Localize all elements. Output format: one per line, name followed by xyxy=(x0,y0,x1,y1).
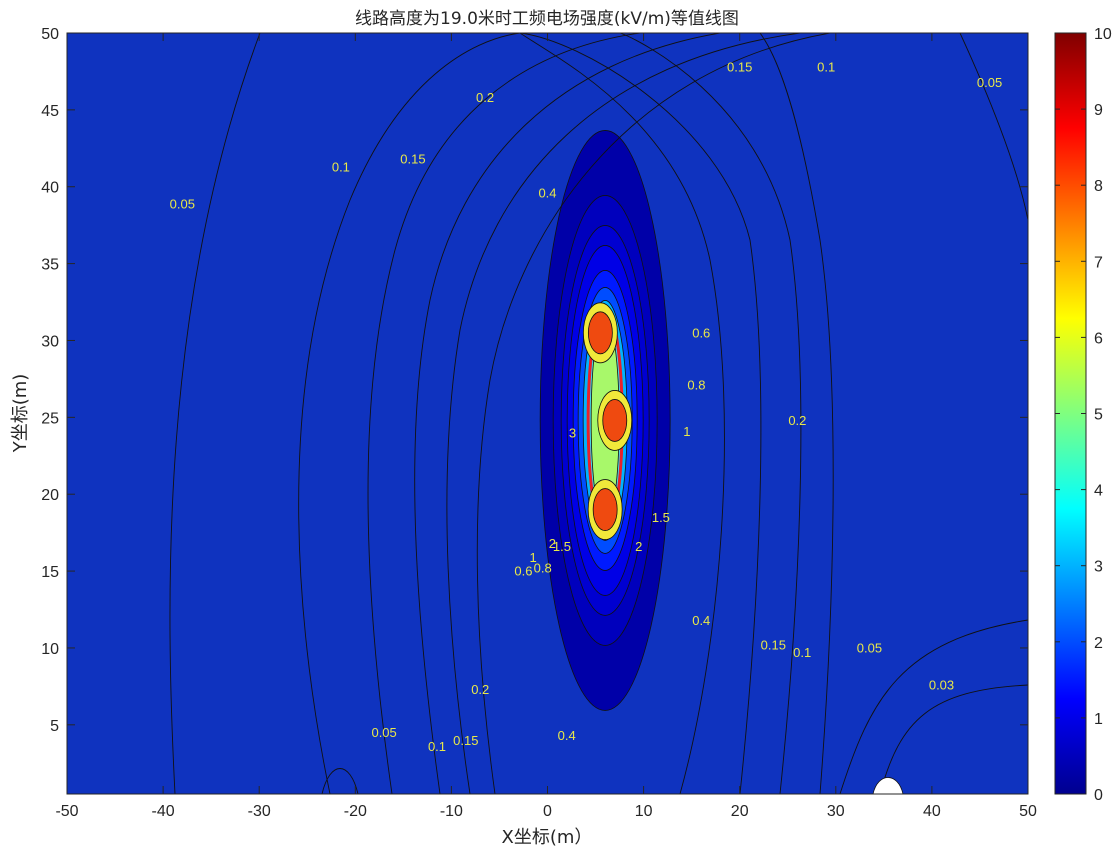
contour-line xyxy=(367,33,641,794)
x-tick-label: 50 xyxy=(1019,803,1037,820)
contour-label: 0.1 xyxy=(817,59,835,74)
colorbar-tick-label: 1 xyxy=(1094,711,1103,728)
field-peak xyxy=(587,311,613,355)
contour-label: 0.1 xyxy=(793,645,811,660)
field-peak xyxy=(592,488,618,531)
x-tick-label: -10 xyxy=(440,803,463,820)
x-tick-label: -20 xyxy=(344,803,367,820)
contour-label: 2 xyxy=(635,539,642,554)
y-tick-label: 45 xyxy=(41,103,59,120)
contour-label: 0.6 xyxy=(514,564,532,579)
x-axis-label: X坐标(m） xyxy=(502,827,593,848)
x-tick-label: 20 xyxy=(731,803,749,820)
x-axis: -50 -40 -30 -20 -10 0 10 20 30 40 50 xyxy=(55,33,1037,820)
y-tick-label: 40 xyxy=(41,180,59,197)
contour-line xyxy=(476,33,831,794)
contour-line xyxy=(414,33,721,794)
colorbar-tick-label: 4 xyxy=(1094,483,1103,500)
x-tick-label: 10 xyxy=(635,803,653,820)
x-tick-label: 0 xyxy=(543,803,552,820)
x-tick-label: -30 xyxy=(248,803,271,820)
chart-title: 线路高度为19.0米时工频电场强度(kV/m)等值线图 xyxy=(355,9,739,29)
plot-area: 0.15 0.10.050.20.150.10.40.050.60.80.2131… xyxy=(66,32,1029,795)
colorbar-tick-label: 10 xyxy=(1094,26,1112,43)
contour-line xyxy=(321,768,359,794)
contour-line xyxy=(619,33,802,794)
y-tick-label: 5 xyxy=(50,718,59,735)
contour-label: 0.4 xyxy=(538,185,556,200)
contour-label: 0.2 xyxy=(476,90,494,105)
contour-line xyxy=(298,33,521,794)
contour-label: 1.5 xyxy=(553,539,571,554)
contour-label: 0.05 xyxy=(977,75,1002,90)
colorbar-tick-label: 7 xyxy=(1094,254,1103,271)
x-tick-label: -50 xyxy=(55,803,78,820)
x-tick-label: 40 xyxy=(923,803,941,820)
colorbar-tick-label: 2 xyxy=(1094,635,1103,652)
contour-label: 0.05 xyxy=(371,725,396,740)
contour-label: 0.2 xyxy=(788,413,806,428)
colorbar: 0 1 2 3 4 5 6 7 8 9 10 xyxy=(1054,26,1112,804)
y-tick-label: 50 xyxy=(41,26,59,43)
colorbar-tick-label: 5 xyxy=(1094,407,1103,424)
y-tick-label: 15 xyxy=(41,564,59,581)
colorbar-tick-label: 9 xyxy=(1094,102,1103,119)
contour-label: 0.8 xyxy=(687,378,705,393)
contour-label: 1 xyxy=(529,550,536,565)
contour-line xyxy=(169,33,261,794)
contour-lines xyxy=(169,33,1028,794)
y-tick-label: 35 xyxy=(41,257,59,274)
contour-line xyxy=(446,33,801,794)
y-tick-label: 10 xyxy=(41,641,59,658)
x-tick-label: 30 xyxy=(827,803,845,820)
contour-line xyxy=(839,619,1028,794)
contour-label: 0.6 xyxy=(692,325,710,340)
contour-line xyxy=(519,33,725,794)
contour-line xyxy=(879,684,1028,794)
contour-label: 2 xyxy=(549,536,556,551)
contour-label: 0.4 xyxy=(558,728,576,743)
y-axis-label: Y坐标(m) xyxy=(10,374,31,454)
colorbar-tick-label: 8 xyxy=(1094,178,1103,195)
contour-label: 0.8 xyxy=(534,561,552,576)
contour-line xyxy=(519,33,762,794)
contour-label: 0.1 xyxy=(332,159,350,174)
contour-label: 3 xyxy=(569,425,576,440)
contour-label: 0.15 xyxy=(400,152,425,167)
contour-label: 1 xyxy=(683,424,690,439)
colorbar-tick-label: 0 xyxy=(1094,787,1103,804)
y-tick-label: 30 xyxy=(41,333,59,350)
x-tick-label: -40 xyxy=(152,803,175,820)
contour-labels: 0.15 0.10.050.20.150.10.40.050.60.80.2131… xyxy=(170,59,1003,754)
contour-line xyxy=(959,33,1028,221)
colorbar-gradient xyxy=(1054,32,1087,795)
y-axis: 5 10 15 20 25 30 35 40 45 50 xyxy=(41,26,1028,735)
contour-label: 0.03 xyxy=(929,677,954,692)
contour-label: 0.15 xyxy=(453,733,478,748)
contour-label: 0.2 xyxy=(471,682,489,697)
field-peak xyxy=(602,399,628,442)
y-tick-label: 20 xyxy=(41,487,59,504)
contour-label: 1.5 xyxy=(652,510,670,525)
contour-label: 0.1 xyxy=(428,739,446,754)
colorbar-ticks: 0 1 2 3 4 5 6 7 8 9 10 xyxy=(1055,26,1112,804)
contour-line xyxy=(759,33,834,794)
colorbar-tick-label: 6 xyxy=(1094,330,1103,347)
y-tick-label: 25 xyxy=(41,410,59,427)
contour-label: 0.15 xyxy=(727,59,752,74)
contour-label: 0.4 xyxy=(692,613,710,628)
colorbar-tick-label: 3 xyxy=(1094,559,1103,576)
contour-label: 0.05 xyxy=(170,196,195,211)
contour-label: 0.15 xyxy=(761,637,786,652)
contour-label: 0.05 xyxy=(857,641,882,656)
